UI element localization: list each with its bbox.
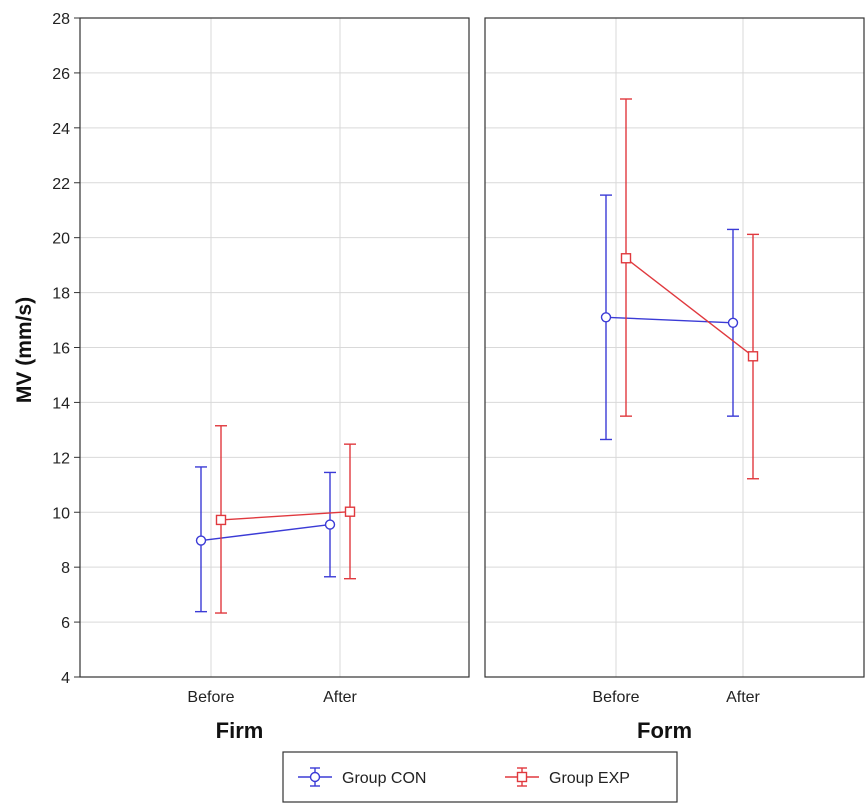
panels: Before After Firm Before After Form bbox=[79, 17, 865, 743]
series-group-exp bbox=[215, 425, 356, 614]
y-tick-label: 10 bbox=[52, 505, 70, 522]
data-point bbox=[600, 312, 612, 323]
x-tick-label: Before bbox=[187, 689, 234, 706]
y-tick-label: 18 bbox=[52, 286, 70, 303]
data-point bbox=[747, 351, 759, 362]
y-tick-label: 24 bbox=[52, 121, 70, 138]
y-tick-label: 8 bbox=[61, 560, 70, 577]
legend: Group CON Group EXP bbox=[282, 751, 678, 803]
panel-title: Form bbox=[637, 718, 692, 743]
legend-label: Group EXP bbox=[549, 770, 630, 787]
x-tick-label: After bbox=[323, 689, 357, 706]
legend-item-group-exp: Group EXP bbox=[505, 767, 630, 787]
series-line bbox=[200, 523, 331, 542]
data-point bbox=[195, 535, 207, 546]
series-line bbox=[220, 511, 351, 521]
legend-label: Group CON bbox=[342, 770, 426, 787]
y-tick-label: 26 bbox=[52, 66, 70, 83]
y-tick-label: 28 bbox=[52, 11, 70, 28]
series-group-exp bbox=[620, 98, 759, 480]
data-point bbox=[215, 514, 227, 526]
data-point bbox=[620, 253, 632, 264]
series-group-con bbox=[600, 194, 739, 441]
panel-frame bbox=[79, 17, 470, 678]
y-tick-label: 6 bbox=[61, 615, 70, 632]
y-axis-title: MV (mm/s) bbox=[13, 297, 36, 403]
series-line bbox=[625, 257, 754, 357]
y-tick-label: 14 bbox=[52, 395, 70, 412]
series-line bbox=[605, 316, 734, 324]
panel-firm: Before After Firm bbox=[79, 17, 470, 743]
data-point bbox=[727, 317, 739, 328]
legend-marker bbox=[516, 771, 528, 783]
x-tick-label: After bbox=[726, 689, 760, 706]
y-axis: 4 6 8 10 12 14 16 18 20 22 24 26 28 bbox=[52, 11, 80, 687]
y-tick-label: 20 bbox=[52, 231, 70, 248]
y-tick-label: 12 bbox=[52, 450, 70, 467]
legend-box bbox=[282, 751, 678, 803]
panel-form: Before After Form bbox=[484, 17, 865, 743]
x-tick-label: Before bbox=[592, 689, 639, 706]
panel-title: Firm bbox=[216, 718, 264, 743]
panel-frame bbox=[484, 17, 865, 678]
legend-marker bbox=[309, 771, 321, 783]
data-point bbox=[324, 519, 336, 530]
legend-item-group-con: Group CON bbox=[298, 767, 426, 787]
y-tick-label: 4 bbox=[61, 670, 70, 687]
series-group-con bbox=[195, 466, 336, 613]
y-tick-label: 16 bbox=[52, 341, 70, 358]
y-tick-label: 22 bbox=[52, 176, 70, 193]
data-point bbox=[344, 506, 356, 517]
